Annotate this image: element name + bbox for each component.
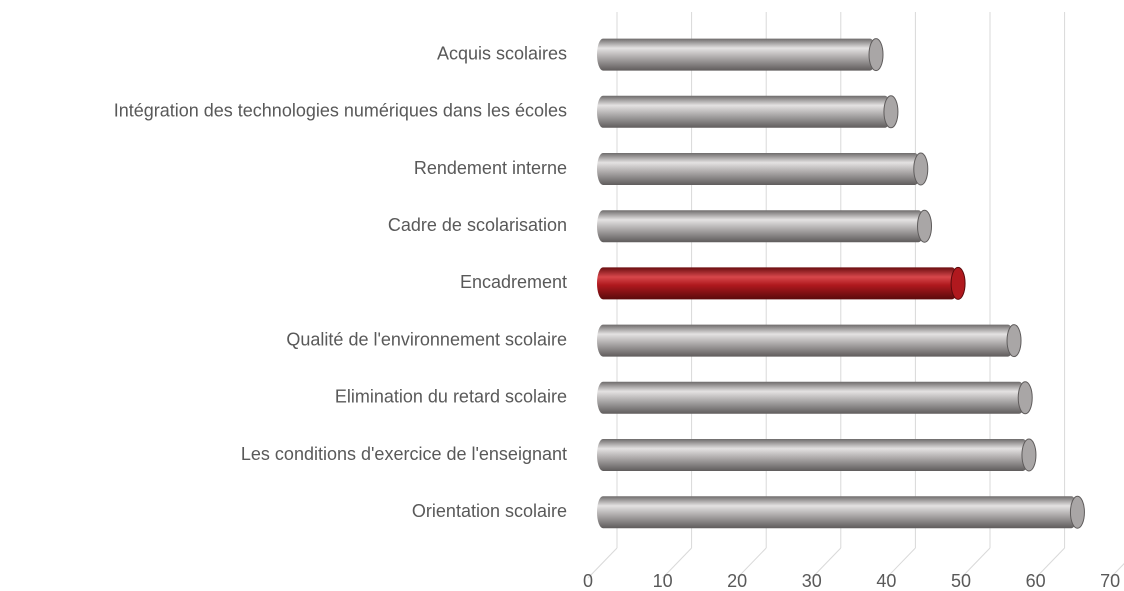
category-label: Elimination du retard scolaire [335, 387, 567, 407]
x-tick-label: 70 [1100, 571, 1120, 591]
x-tick-label: 20 [727, 571, 747, 591]
category-label: Cadre de scolarisation [388, 215, 567, 235]
grid-line [587, 547, 618, 579]
bar [597, 381, 1033, 415]
x-tick-label: 0 [583, 571, 593, 591]
bar [597, 209, 933, 243]
category-label: Les conditions d'exercice de l'enseignan… [241, 444, 567, 464]
x-tick-label: 10 [653, 571, 673, 591]
bar [597, 38, 884, 72]
x-tick-label: 30 [802, 571, 822, 591]
x-tick-label: 40 [876, 571, 896, 591]
bar [597, 266, 966, 300]
bar [597, 95, 899, 129]
grid-line [811, 547, 842, 579]
category-label: Rendement interne [414, 158, 567, 178]
category-label: Intégration des technologies numériques … [114, 101, 567, 121]
grid-line [662, 547, 692, 579]
bar [597, 152, 929, 186]
category-label: Qualité de l'environnement scolaire [286, 329, 567, 349]
category-label: Encadrement [460, 272, 567, 292]
grid-line [886, 547, 916, 579]
bar [597, 324, 1022, 358]
bar [597, 495, 1085, 529]
category-label: Orientation scolaire [412, 501, 567, 521]
grid-line [960, 547, 991, 579]
grid-line [1109, 563, 1124, 579]
category-label: Acquis scolaires [437, 43, 567, 63]
x-tick-label: 60 [1026, 571, 1046, 591]
grid-line [1035, 547, 1065, 579]
grid-line [736, 547, 767, 579]
x-tick-label: 50 [951, 571, 971, 591]
bar [597, 438, 1037, 472]
